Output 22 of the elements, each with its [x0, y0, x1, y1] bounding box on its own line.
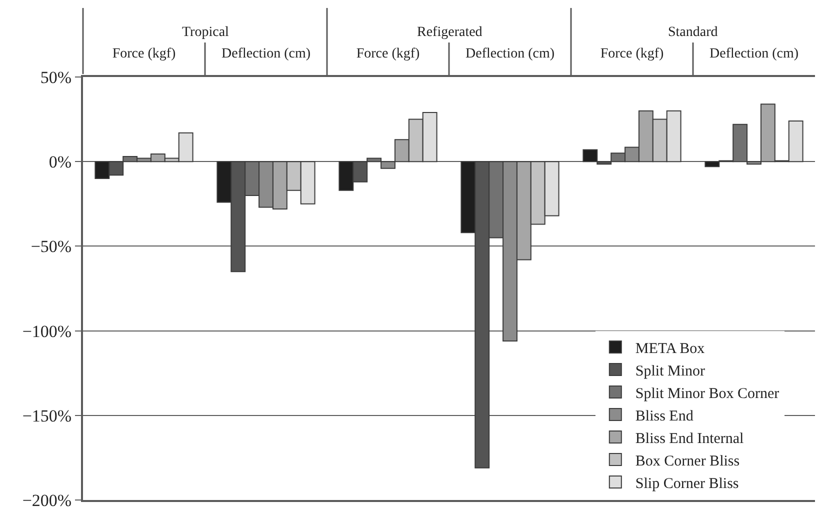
x-tick-label: Force (kgf): [356, 46, 420, 62]
y-tick-label: −100%: [22, 322, 72, 341]
x-tick-label: Deflection (cm): [221, 46, 311, 62]
text: Refigerated: [417, 25, 482, 40]
legend-label: Split Minor Box Corner: [635, 386, 780, 402]
y-tick-label: 0%: [48, 152, 72, 172]
legend-label: Bliss End Internal: [635, 430, 744, 447]
x-tick-label: Force (kgf): [600, 46, 664, 62]
legend-label: META Box: [635, 340, 706, 357]
x-tick-label: Deflection (cm): [709, 46, 799, 62]
legend-label: Box Corner Bliss: [635, 453, 740, 470]
y-tick-label: −150%: [22, 406, 72, 426]
x-tick-label: Force (kgf): [112, 46, 176, 62]
y-tick-label: −200%: [22, 490, 72, 510]
legend-label: Bliss End: [635, 408, 694, 424]
legend-label: Split Minor: [635, 363, 706, 380]
text: Standard: [668, 25, 718, 40]
x-tick-label: Deflection (cm): [465, 46, 555, 62]
legend-label: Slip Corner Bliss: [635, 476, 739, 492]
text: Tropical: [182, 25, 230, 40]
y-tick-label: 50%: [40, 68, 72, 87]
y-tick-label: −50%: [30, 237, 72, 256]
